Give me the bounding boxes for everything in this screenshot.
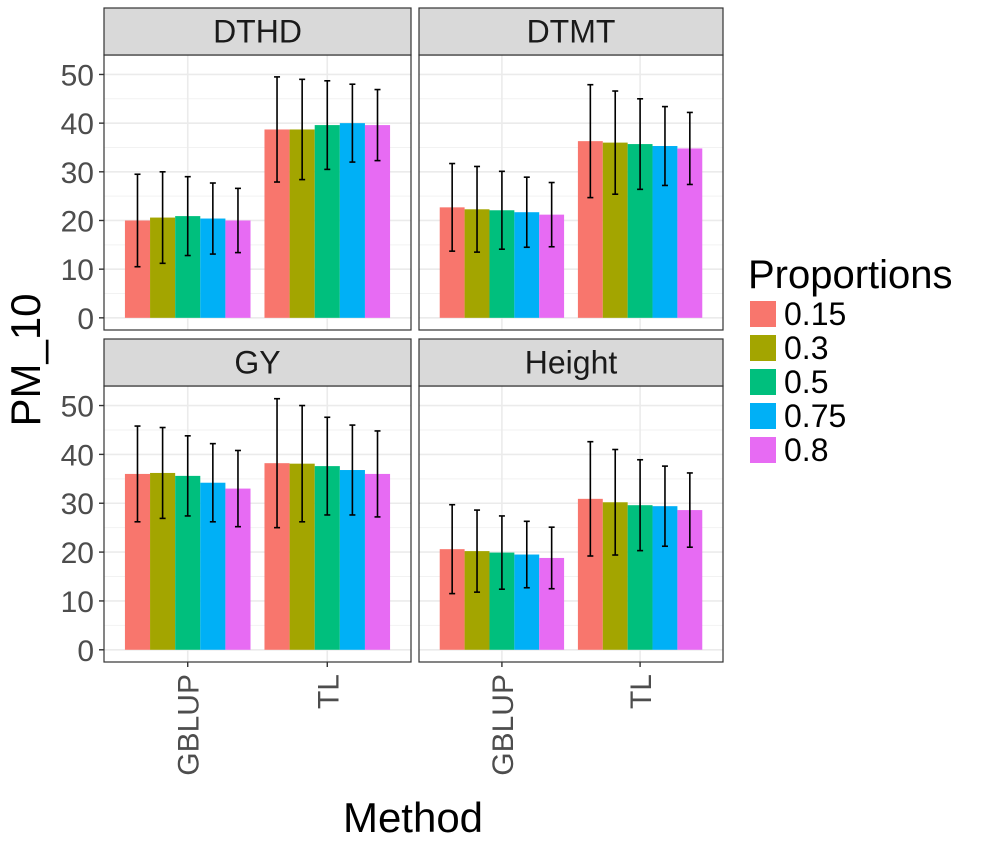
legend-title: Proportions bbox=[748, 253, 953, 297]
error-bar-dthd-gblup-0-15 bbox=[134, 173, 141, 268]
y-tick-label: 0 bbox=[77, 635, 94, 668]
legend-swatch bbox=[750, 369, 776, 395]
error-bar-dthd-tl-0-75 bbox=[349, 83, 356, 163]
y-tick-label: 20 bbox=[61, 537, 94, 570]
y-tick-label: 50 bbox=[61, 59, 94, 92]
legend-swatch bbox=[750, 403, 776, 429]
error-bar-height-tl-0-8 bbox=[686, 472, 693, 549]
legend-swatch bbox=[750, 301, 776, 327]
error-bar-gy-tl-0-3 bbox=[299, 404, 306, 523]
legend-entry-0-75: 0.75 bbox=[750, 398, 846, 434]
error-bar-dtmt-gblup-0-5 bbox=[498, 170, 505, 251]
legend-entry-0-8: 0.8 bbox=[750, 432, 828, 468]
strip-label-height: Height bbox=[525, 345, 618, 381]
panel-height: Height bbox=[418, 338, 724, 663]
x-tick-label-gblup: GBLUP bbox=[173, 674, 206, 776]
error-bar-dthd-gblup-0-75 bbox=[209, 182, 216, 255]
error-bar-height-gblup-0-15 bbox=[449, 503, 456, 595]
error-bar-gy-gblup-0-8 bbox=[234, 449, 241, 528]
error-bar-height-tl-0-15 bbox=[587, 440, 594, 557]
x-tick-label-gblup: GBLUP bbox=[487, 674, 520, 776]
error-bar-dthd-gblup-0-3 bbox=[159, 171, 166, 265]
x-tick-label-tl: TL bbox=[312, 674, 345, 709]
legend-label: 0.3 bbox=[784, 330, 828, 366]
legend-swatch bbox=[750, 437, 776, 463]
error-bar-height-tl-0-75 bbox=[661, 465, 668, 548]
panel-dtmt: DTMT bbox=[418, 7, 724, 331]
error-bar-dthd-gblup-0-8 bbox=[234, 187, 241, 254]
legend-entry-0-15: 0.15 bbox=[750, 296, 846, 332]
legend-label: 0.8 bbox=[784, 432, 828, 468]
error-bar-dtmt-tl-0-8 bbox=[686, 111, 693, 186]
error-bar-dtmt-gblup-0-75 bbox=[523, 176, 530, 249]
error-bar-height-gblup-0-3 bbox=[474, 509, 481, 593]
error-bar-height-tl-0-5 bbox=[637, 458, 644, 552]
error-bar-dtmt-tl-0-15 bbox=[587, 83, 594, 199]
error-bar-height-gblup-0-75 bbox=[523, 520, 530, 589]
error-bar-dtmt-gblup-0-3 bbox=[474, 165, 481, 253]
x-axis-title: Method bbox=[343, 794, 483, 841]
legend: Proportions 0.150.30.50.750.8 bbox=[748, 253, 953, 468]
y-tick-label: 10 bbox=[61, 586, 94, 619]
strip-label-dthd: DTHD bbox=[213, 14, 302, 50]
y-tick-label: 30 bbox=[61, 157, 94, 190]
error-bar-height-gblup-0-5 bbox=[498, 515, 505, 591]
legend-label: 0.5 bbox=[784, 364, 828, 400]
strip-label-dtmt: DTMT bbox=[527, 14, 616, 50]
y-tick-label: 40 bbox=[61, 108, 94, 141]
error-bar-dthd-tl-0-8 bbox=[374, 88, 381, 162]
strip-height bbox=[418, 338, 724, 387]
error-bar-dthd-tl-0-5 bbox=[324, 79, 331, 171]
x-tick-label-tl: TL bbox=[625, 674, 658, 709]
error-bar-gy-tl-0-5 bbox=[324, 416, 331, 516]
error-bar-gy-gblup-0-5 bbox=[184, 435, 191, 517]
y-tick-label: 10 bbox=[61, 254, 94, 287]
error-bar-gy-gblup-0-75 bbox=[209, 442, 216, 523]
legend-entry-0-3: 0.3 bbox=[750, 330, 828, 366]
error-bar-dtmt-gblup-0-15 bbox=[449, 162, 456, 252]
error-bar-height-tl-0-3 bbox=[612, 448, 619, 556]
strip-gy bbox=[103, 338, 412, 387]
y-tick-label: 30 bbox=[61, 488, 94, 521]
error-bar-dthd-tl-0-15 bbox=[274, 76, 281, 183]
error-bar-gy-tl-0-75 bbox=[349, 424, 356, 516]
error-bar-gy-gblup-0-15 bbox=[134, 425, 141, 523]
error-bar-gy-gblup-0-3 bbox=[159, 426, 166, 520]
error-bar-gy-tl-0-15 bbox=[274, 397, 281, 529]
y-tick-label: 0 bbox=[77, 303, 94, 336]
y-axis-title: PM_10 bbox=[2, 293, 49, 426]
error-bar-dtmt-tl-0-3 bbox=[612, 90, 619, 196]
y-tick-label: 40 bbox=[61, 439, 94, 472]
legend-label: 0.15 bbox=[784, 296, 846, 332]
panel-dthd: DTHD bbox=[103, 7, 412, 331]
legend-swatch bbox=[750, 335, 776, 361]
error-bar-dtmt-tl-0-5 bbox=[637, 98, 644, 191]
facet-panels: DTHD DTMT GY Height bbox=[103, 7, 724, 663]
error-bar-dtmt-tl-0-75 bbox=[661, 105, 668, 187]
error-bar-dtmt-gblup-0-8 bbox=[548, 181, 555, 248]
error-bar-gy-tl-0-8 bbox=[374, 430, 381, 518]
y-tick-label: 20 bbox=[61, 205, 94, 238]
strip-dtmt bbox=[418, 7, 724, 56]
error-bar-dthd-tl-0-3 bbox=[299, 78, 306, 181]
strip-label-gy: GY bbox=[234, 345, 280, 381]
legend-label: 0.75 bbox=[784, 398, 846, 434]
error-bar-dthd-gblup-0-5 bbox=[184, 175, 191, 257]
error-bar-height-gblup-0-8 bbox=[548, 526, 555, 590]
panel-gy: GY bbox=[103, 338, 412, 663]
strip-dthd bbox=[103, 7, 412, 56]
axes: 0 10 20 30 40 50 0 10 20 30 40 50 GBLUP TL GBLUP TL bbox=[61, 59, 658, 775]
legend-entry-0-5: 0.5 bbox=[750, 364, 828, 400]
y-tick-label: 50 bbox=[61, 391, 94, 424]
